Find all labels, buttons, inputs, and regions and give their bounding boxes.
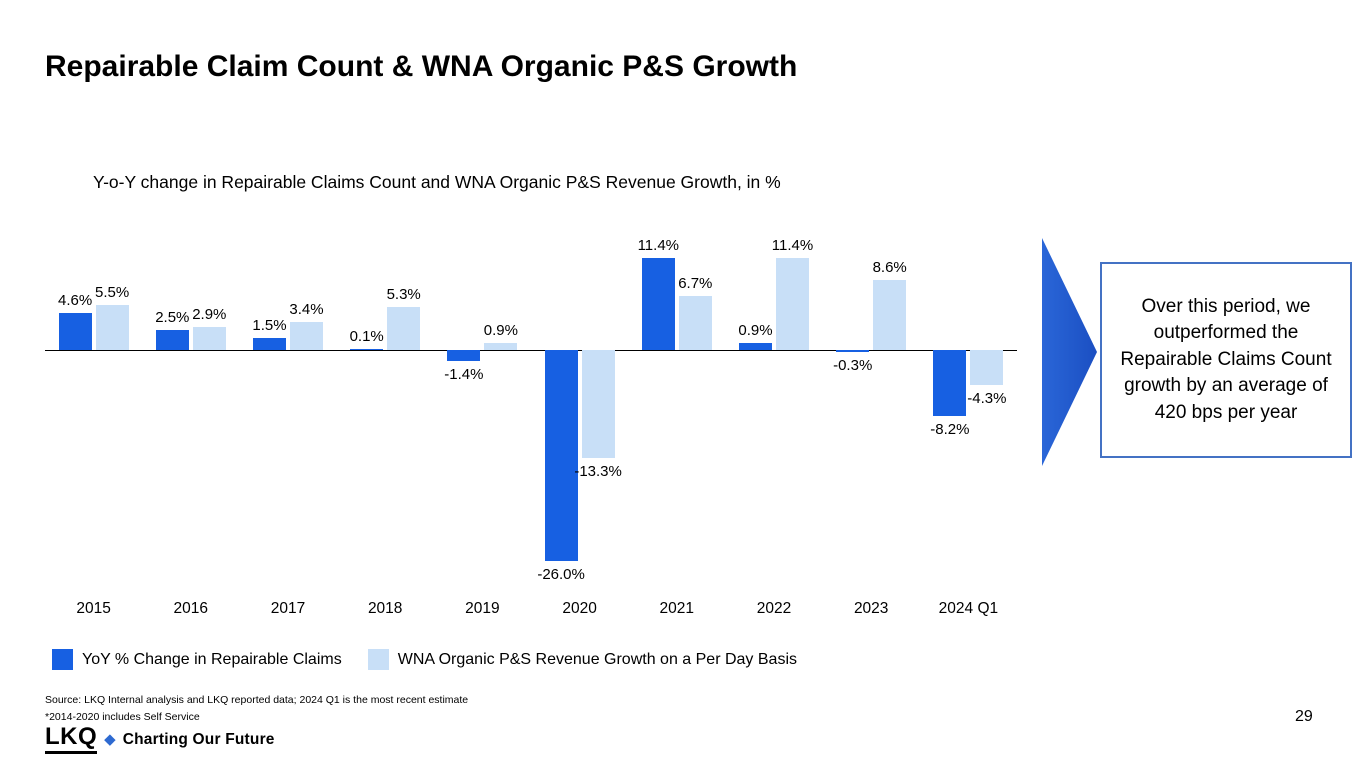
grouped-bar-chart: 4.6% 5.5% 2015 2.5% 2.9% 2016 1.5% 3.4% 2017 0.1%… [45,215,1017,625]
bar-2020-wna [581,350,615,458]
bar-value-label: 11.4% [771,236,814,254]
source-line-1: Source: LKQ Internal analysis and LKQ re… [45,694,469,706]
x-axis-label: 2023 [853,600,889,617]
chart-title: Y-o-Y change in Repairable Claims Count … [93,172,781,192]
bar-2018-claims [350,348,384,350]
x-axis-label: 2021 [659,600,695,617]
bar-value-label: 5.5% [94,284,130,302]
bar-2017-wna [290,322,323,350]
legend-swatch-repairable-claims [52,649,73,670]
bar-2015-claims [58,312,92,350]
x-axis-label: 2016 [173,600,209,617]
bar-value-label: 11.4% [637,236,679,254]
legend-item-repairable-claims: YoY % Change in Repairable Claims [52,649,342,670]
bar-2023-wna [873,280,907,350]
x-axis-label: 2017 [270,600,306,617]
x-axis-label: 2018 [367,600,403,617]
bar-2020-claims [544,350,578,561]
bar-2023-claims [836,350,870,353]
bar-value-label: -0.3% [833,357,873,375]
diamond-icon: ◆ [104,731,116,748]
bar-value-label: 4.6% [58,291,93,309]
bar-value-label: -13.3% [574,462,622,480]
bar-2024-Q1-claims [933,350,967,417]
lkq-logo-tagline: Charting Our Future [122,730,275,748]
bar-2019-claims [447,350,481,362]
bar-value-label: 0.9% [483,321,518,339]
x-axis-label: 2019 [465,600,500,617]
bar-value-label: 2.5% [155,308,190,326]
right-arrow-icon [1042,238,1097,466]
legend-label-repairable-claims: YoY % Change in Repairable Claims [82,650,342,668]
bar-value-label: 0.1% [349,327,384,345]
legend-swatch-wna-organic [367,649,389,670]
bar-2016-claims [155,329,189,350]
bar-2021-claims [641,257,675,350]
source-line-2: *2014-2020 includes Self Service [45,711,200,724]
bar-value-label: 8.6% [872,259,907,277]
source-note: Source: LKQ Internal analysis and LKQ re… [45,692,468,727]
callout-box: Over this period, we outperformed the Re… [1100,262,1352,458]
x-axis-label: 2024 Q1 [938,600,999,617]
bar-2015-wna [95,305,129,350]
x-axis-label: 2015 [76,600,111,617]
x-axis-line [45,350,1017,351]
chart-legend: YoY % Change in Repairable Claims WNA Or… [52,649,797,670]
bar-value-label: 0.9% [738,321,773,339]
x-axis-label: 2020 [562,600,597,617]
bar-value-label: -8.2% [930,421,970,439]
bar-value-label: 6.7% [678,274,713,292]
bar-2018-wna [387,307,421,350]
bar-2021-wna [678,295,712,350]
slide-title: Repairable Claim Count & WNA Organic P&S… [45,50,798,83]
bar-2017-claims [253,337,286,350]
bar-value-label: 1.5% [252,316,287,334]
bar-value-label: -26.0% [537,565,585,583]
bar-value-label: 2.9% [192,305,227,323]
legend-label-wna-organic: WNA Organic P&S Revenue Growth on a Per … [397,650,797,668]
bar-value-label: 5.3% [386,286,421,304]
legend-item-wna-organic: WNA Organic P&S Revenue Growth on a Per … [367,649,797,670]
bar-2016-wna [192,326,226,350]
lkq-logo-text: LKQ [45,725,98,754]
bar-2022-claims [739,342,772,350]
bar-value-label: 3.4% [289,301,324,319]
bar-2019-wna [484,342,518,350]
bar-2024-Q1-wna [970,350,1004,385]
bar-value-label: -1.4% [444,366,484,384]
bar-value-label: -4.3% [967,389,1007,407]
callout-text: Over this period, we outperformed the Re… [1120,295,1332,423]
lkq-logo: LKQ ◆ Charting Our Future [45,725,275,754]
x-axis-label: 2022 [756,600,792,617]
page-number: 29 [1295,708,1313,725]
bar-2022-wna [776,257,809,350]
